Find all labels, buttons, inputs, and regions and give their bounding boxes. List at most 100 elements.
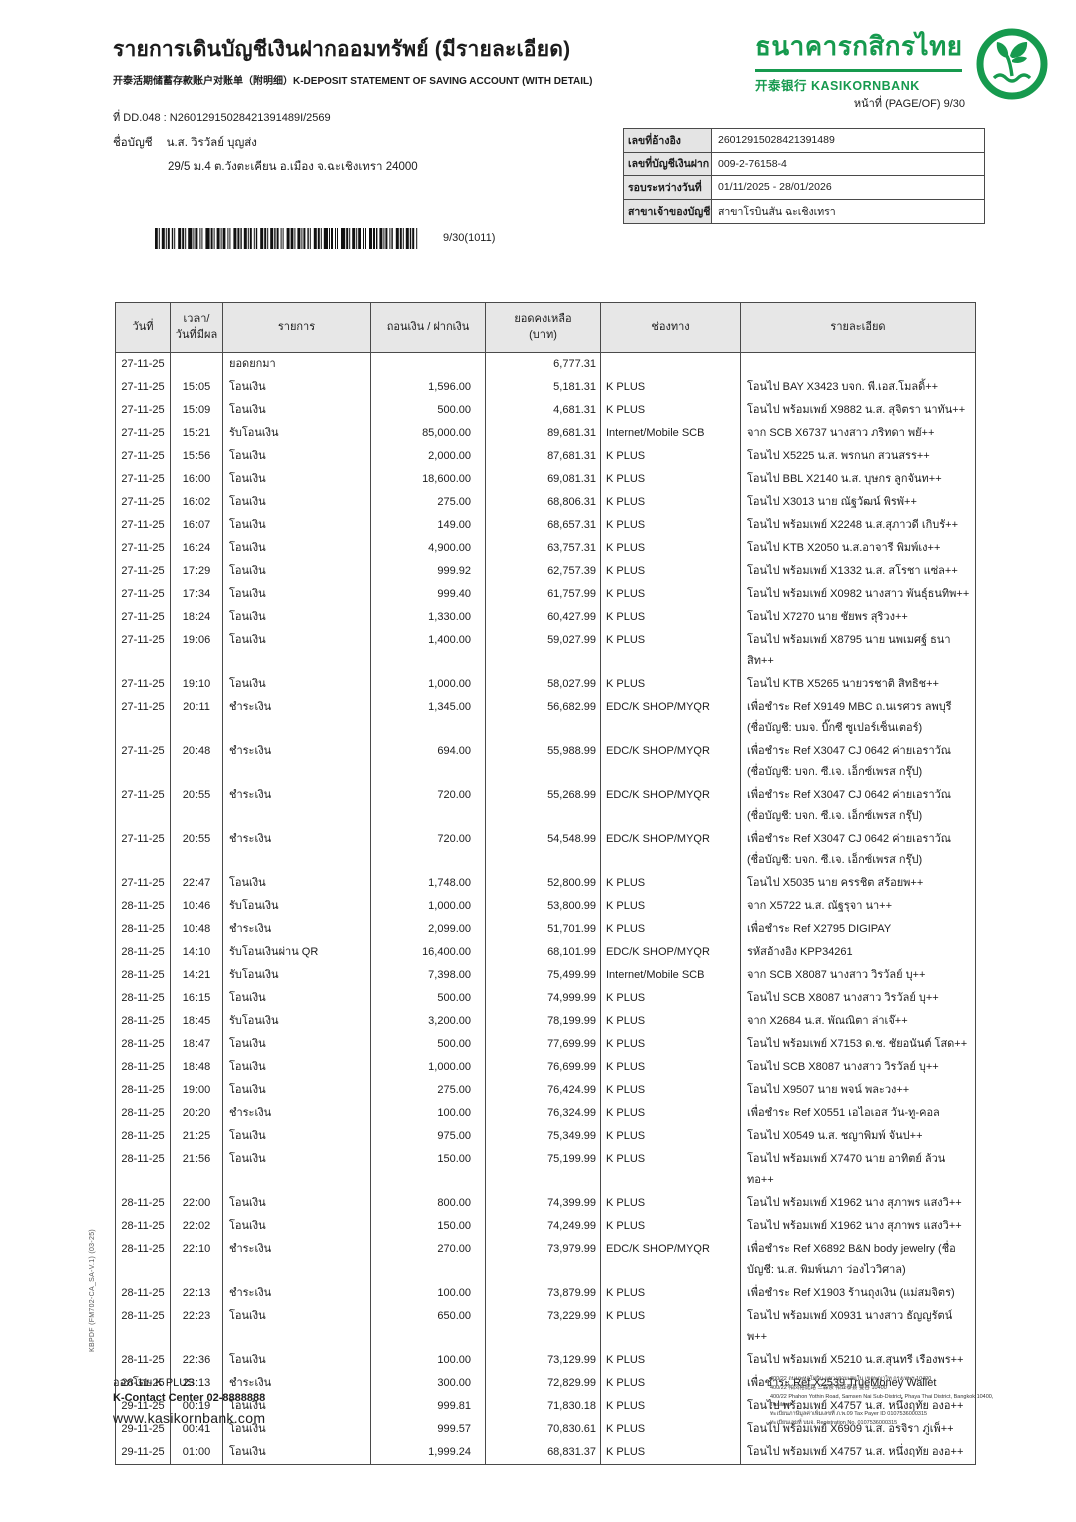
transaction-cell: เพื่อชำระ Ref X3047 CJ 0642 ค่ายเอราวัณ …	[740, 740, 976, 784]
transaction-cell: 22:36	[170, 1349, 223, 1372]
transaction-cell: 73,979.99	[485, 1238, 601, 1282]
transaction-cell: จาก SCB X8087 นางสาว วิรวัลย์ บุ++	[740, 964, 976, 987]
column-header: วันที่	[115, 302, 171, 353]
transaction-cell: K PLUS	[600, 376, 741, 399]
transaction-cell: โอนไป พร้อมเพย์ X6909 น.ส. อรจิรา ภู่เพ็…	[740, 1418, 976, 1441]
transaction-cell: โอนเงิน	[222, 560, 371, 583]
transaction-cell: K PLUS	[600, 895, 741, 918]
info-box-value: 01/11/2025 - 28/01/2026	[718, 181, 832, 194]
transaction-cell: EDC/K SHOP/MYQR	[600, 696, 741, 740]
transaction-cell: โอนเงิน	[222, 537, 371, 560]
transaction-row: 28-11-25 21:25 โอนเงิน 975.00 75,349.99 K PLU…	[115, 1125, 976, 1148]
transaction-cell: 28-11-25	[115, 987, 171, 1010]
transaction-cell: 28-11-25	[115, 1349, 171, 1372]
transaction-cell: โอนไป พร้อมเพย์ X1962 นาง สุภาพร แสงวิ++	[740, 1215, 976, 1238]
transaction-cell: 27-11-25	[115, 740, 171, 784]
transaction-cell: K PLUS	[600, 1079, 741, 1102]
transaction-cell: EDC/K SHOP/MYQR	[600, 740, 741, 784]
transaction-cell: โอนไป SCB X8087 นางสาว วิรวัลย์ บุ++	[740, 987, 976, 1010]
transaction-row: 28-11-25 22:02 โอนเงิน 150.00 74,249.99 K PLU…	[115, 1215, 976, 1238]
transaction-row: 27-11-25 19:10 โอนเงิน 1,000.00 58,027.99 K P…	[115, 673, 976, 696]
transaction-cell: 54,548.99	[485, 828, 601, 872]
transaction-cell: 300.00	[370, 1372, 486, 1395]
transaction-cell: โอนเงิน	[222, 468, 371, 491]
transaction-row: 28-11-25 14:21 รับโอนเงิน 7,398.00 75,499.99…	[115, 964, 976, 987]
transaction-cell: K PLUS	[600, 1010, 741, 1033]
transaction-cell: K PLUS	[600, 514, 741, 537]
transaction-cell: 27-11-25	[115, 872, 171, 895]
transaction-row: 28-11-25 18:48 โอนเงิน 1,000.00 76,699.99 K P…	[115, 1056, 976, 1079]
transaction-cell: 17:29	[170, 560, 223, 583]
transaction-cell: 73,129.99	[485, 1349, 601, 1372]
column-header: ช่องทาง	[600, 302, 741, 353]
transaction-cell: K PLUS	[600, 1372, 741, 1395]
transaction-cell: โอนเงิน	[222, 673, 371, 696]
transaction-cell: 63,757.31	[485, 537, 601, 560]
transaction-cell: โอนเงิน	[222, 987, 371, 1010]
transaction-cell: 5,181.31	[485, 376, 601, 399]
transaction-cell: 14:10	[170, 941, 223, 964]
transaction-row: 28-11-25 10:46 รับโอนเงิน 1,000.00 53,800.99…	[115, 895, 976, 918]
transaction-cell: เพื่อชำระ Ref X2539 TrueMoney Wallet	[740, 1372, 976, 1395]
bank-brand: ธนาคารกสิกรไทย 开泰银行 KASIKORNBANK	[755, 26, 1050, 102]
transaction-cell: โอนไป พร้อมเพย์ X5210 น.ส.สุนทรี เรืองพร…	[740, 1349, 976, 1372]
transaction-cell: 27-11-25	[115, 560, 171, 583]
transaction-cell: 270.00	[370, 1238, 486, 1282]
transaction-cell: 16,400.00	[370, 941, 486, 964]
transaction-cell: 27-11-25	[115, 629, 171, 673]
barcode	[155, 228, 418, 249]
transaction-cell: EDC/K SHOP/MYQR	[600, 828, 741, 872]
transaction-cell: เพื่อชำระ Ref X9149 MBC ถ.นเรศวร ลพบุรี …	[740, 696, 976, 740]
transaction-row: 28-11-25 22:36 โอนเงิน 100.00 73,129.99 K PLU…	[115, 1349, 976, 1372]
info-box-value: 26012915028421391489	[718, 134, 835, 147]
transaction-row: 29-11-25 00:19 โอนเงิน 999.81 71,830.18 K PLU…	[115, 1395, 976, 1418]
transaction-cell: 1,999.24	[370, 1441, 486, 1465]
transaction-cell: K PLUS	[600, 399, 741, 422]
transaction-cell: ชำระเงิน	[222, 696, 371, 740]
transaction-cell: 999.40	[370, 583, 486, 606]
transaction-cell: 72,829.99	[485, 1372, 601, 1395]
info-box-label: เลขที่อ้างอิง	[624, 129, 712, 152]
transaction-cell: 73,879.99	[485, 1282, 601, 1305]
transaction-cell: K PLUS	[600, 918, 741, 941]
transaction-cell: K PLUS	[600, 1215, 741, 1238]
transaction-cell: 18:47	[170, 1033, 223, 1056]
transaction-cell: 14:21	[170, 964, 223, 987]
transaction-cell: 16:24	[170, 537, 223, 560]
transaction-cell: 75,199.99	[485, 1148, 601, 1192]
footer-bank-address: 400/22 ถนนพหลโยธิน แขวงสามเสนใน เขตพญาไท…	[770, 1375, 1002, 1428]
transaction-cell: 28-11-25	[115, 1372, 171, 1395]
transaction-cell: โอนไป พร้อมเพย์ X0982 นางสาว พันธุ์ธนทิพ…	[740, 583, 976, 606]
transaction-cell: 2,000.00	[370, 445, 486, 468]
transaction-cell: โอนไป พร้อมเพย์ X8795 นาย นพเมศฐ์ ธนาสิท…	[740, 629, 976, 673]
column-header-line: ถอนเงิน / ฝากเงิน	[386, 320, 470, 333]
transaction-cell: โอนไป BBL X2140 น.ส. บุษกร ลูกจันท++	[740, 468, 976, 491]
transaction-cell: 74,249.99	[485, 1215, 601, 1238]
transaction-row: 28-11-25 22:23 โอนเงิน 650.00 73,229.99 K PLU…	[115, 1305, 976, 1349]
transaction-row: 27-11-25 16:24 โอนเงิน 4,900.00 63,757.31 K P…	[115, 537, 976, 560]
info-box-label: สาขาเจ้าของบัญชี	[624, 199, 712, 223]
transaction-cell: โอนไป KTB X2050 น.ส.อาจารี พิมพ์เง++	[740, 537, 976, 560]
transaction-cell: 20:55	[170, 828, 223, 872]
transaction-cell: 27-11-25	[115, 376, 171, 399]
transaction-cell: K PLUS	[600, 1305, 741, 1349]
transaction-cell: EDC/K SHOP/MYQR	[600, 784, 741, 828]
transaction-cell: 69,081.31	[485, 468, 601, 491]
transaction-cell: K PLUS	[600, 583, 741, 606]
transaction-cell: 19:10	[170, 673, 223, 696]
transaction-cell: K PLUS	[600, 1056, 741, 1079]
info-box-label: รอบระหว่างวันที่	[624, 176, 712, 199]
transaction-cell: K PLUS	[600, 1441, 741, 1465]
transaction-cell: 28-11-25	[115, 895, 171, 918]
transaction-cell: 27-11-25	[115, 399, 171, 422]
transaction-cell: โอนเงิน	[222, 1395, 371, 1418]
transaction-cell: 28-11-25	[115, 1079, 171, 1102]
rice-sprout-circle-icon	[976, 28, 1048, 100]
transaction-cell: ชำระเงิน	[222, 1372, 371, 1395]
column-header-line: รายละเอียด	[830, 320, 886, 333]
transaction-cell: 27-11-25	[115, 673, 171, 696]
page-subtitle: 开泰活期储蓄存款账户对账单（附明细）K-DEPOSIT STATEMENT OF…	[113, 76, 593, 87]
transaction-cell: 500.00	[370, 1033, 486, 1056]
info-box-label: เลขที่บัญชีเงินฝาก	[624, 152, 712, 175]
footer-address-line: 400/22 ถนนพหลโยธิน แขวงสามเสนใน เขตพญาไท…	[770, 1376, 932, 1382]
